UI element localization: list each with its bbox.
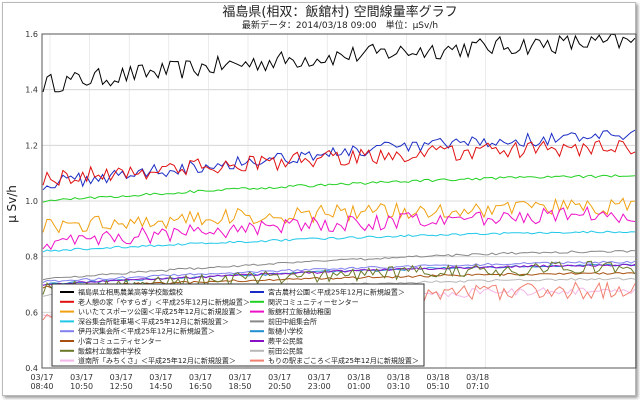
series-line [42,205,636,251]
legend-label: 老人憩の家「やすらぎ」＜平成25年12月に新規設置＞ [78,297,250,306]
legend-label: いいたてスポーツ公園＜平成25年12月に新規設置＞ [78,307,243,316]
series-line [42,174,636,203]
x-tick-date: 03/17 [30,373,53,382]
x-tick-date: 03/18 [466,373,489,382]
legend-box [51,283,425,367]
legend-item: 福島県立相馬農業高等学校飯舘校 [60,288,183,297]
y-tick-label: 1.6 [25,30,38,39]
x-tick-date: 03/18 [347,373,370,382]
legend-item: 宮古農村公園＜平成25年12月に新規設置＞ [250,288,405,297]
x-tick-date: 03/17 [110,373,133,382]
series-line [42,139,636,186]
legend-label: 前田中組集会所 [268,317,317,326]
chart-title: 福島県(相双：飯舘村) 空間線量率グラフ [222,4,457,20]
x-tick-time: 12:50 [110,382,133,391]
legend-item: 関沢コミュニティーセンター [250,297,359,306]
legend-label: 道南所「みちくさ」＜平成25年12月に新規設置＞ [78,356,236,365]
y-tick-label: 0.6 [25,308,38,317]
x-tick-time: 05:10 [426,382,449,391]
legend-item: 小宮コミュニティセンター [60,337,162,346]
legend-label: 飯樋小学校 [268,327,303,336]
legend-item: 飯樋小学校 [250,327,303,336]
legend-item: 老人憩の家「やすらぎ」＜平成25年12月に新規設置＞ [60,297,250,306]
series-line [42,33,636,93]
legend-item: 飯舘村立飯樋幼稚園 [250,307,331,316]
series-line [42,197,636,234]
legend-label: 小宮コミュニティセンター [78,337,162,346]
x-tick-date: 03/17 [308,373,331,382]
legend-label: 伊丹沢集会所＜平成25年12月に新規設置＞ [78,327,215,336]
legend-label: 宮古農村公園＜平成25年12月に新規設置＞ [268,288,405,297]
x-tick-time: 03:10 [387,382,410,391]
legend-item: 道南所「みちくさ」＜平成25年12月に新規設置＞ [60,356,236,365]
x-tick-date: 03/17 [268,373,291,382]
y-tick-label: 1.4 [25,86,38,95]
x-tick-time: 14:50 [149,382,172,391]
x-tick-date: 03/17 [189,373,212,382]
series-line [42,260,636,283]
y-tick-label: 0.4 [25,364,38,373]
y-tick-label: 0.8 [25,253,38,262]
x-tick-time: 10:50 [70,382,93,391]
x-tick-time: 20:50 [268,382,291,391]
legend-item: 前田公民館 [250,346,303,355]
y-tick-label: 1.0 [25,197,38,206]
legend-label: 飯舘村立飯樋幼稚園 [268,307,331,316]
chart-subtitle: 最新データ：2014/03/18 09:00 単位：μSv/h [242,19,438,31]
x-tick-date: 03/17 [228,373,251,382]
series-line [42,263,636,286]
x-tick-time: 07:10 [466,382,489,391]
series-line [42,260,636,295]
x-tick-time: 08:40 [30,382,53,391]
x-tick-date: 03/18 [426,373,449,382]
legend-label: 深谷集会所駐車場＜平成25年12月に新規設置＞ [78,317,229,326]
legend-label: 福島県立相馬農業高等学校飯舘校 [78,288,183,297]
legend-item: 蕨平公民館 [250,337,303,346]
legend-label: 関沢コミュニティーセンター [268,297,359,306]
legend-item: いいたてスポーツ公園＜平成25年12月に新規設置＞ [60,307,243,316]
x-tick-time: 18:50 [228,382,251,391]
legend-item: もりの駅まごころ＜平成25年12月に新規設置＞ [250,356,419,365]
series-line [42,263,636,286]
x-tick-date: 03/17 [70,373,93,382]
x-tick-time: 16:50 [189,382,212,391]
x-tick-time: 23:00 [308,382,331,391]
legend-label: 飯舘村立飯舘中学校 [78,346,141,355]
legend-item: 飯舘村立飯舘中学校 [60,346,141,355]
legend-item: 伊丹沢集会所＜平成25年12月に新規設置＞ [60,327,215,336]
series-line [42,249,636,281]
y-axis-label: μ Sv/h [5,185,19,223]
legend-label: 蕨平公民館 [268,337,303,346]
series-line [42,129,636,191]
legend-label: もりの駅まごころ＜平成25年12月に新規設置＞ [268,356,419,365]
series-line [42,230,636,253]
legend-label: 前田公民館 [268,346,303,355]
x-tick-time: 01:00 [347,382,370,391]
legend-item: 深谷集会所駐車場＜平成25年12月に新規設置＞ [60,317,229,326]
x-tick-date: 03/18 [387,373,410,382]
y-tick-label: 1.2 [25,141,38,150]
plot-area-border [41,33,637,369]
x-tick-date: 03/17 [149,373,172,382]
legend-item: 前田中組集会所 [250,317,317,326]
